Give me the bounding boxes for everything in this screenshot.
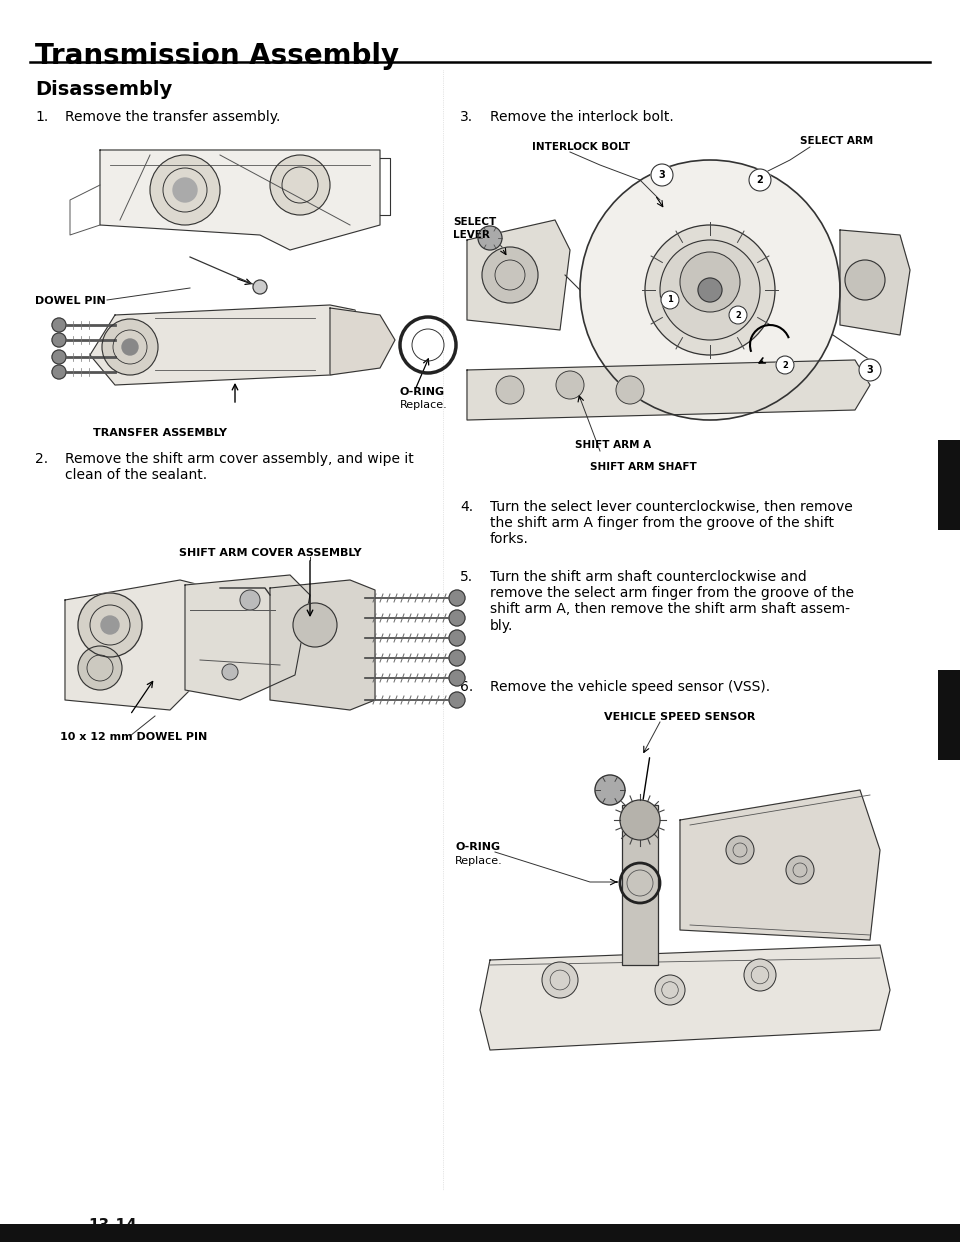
Circle shape bbox=[749, 169, 771, 191]
Text: Turn the select lever counterclockwise, then remove
the shift arm A finger from : Turn the select lever counterclockwise, … bbox=[490, 501, 852, 546]
Circle shape bbox=[78, 592, 142, 657]
Circle shape bbox=[556, 371, 584, 399]
Text: SHIFT ARM COVER ASSEMBLY: SHIFT ARM COVER ASSEMBLY bbox=[179, 548, 361, 558]
Polygon shape bbox=[65, 580, 220, 710]
Text: 5.: 5. bbox=[460, 570, 473, 584]
Text: www.emanualpro.com: www.emanualpro.com bbox=[8, 1226, 108, 1235]
Circle shape bbox=[776, 356, 794, 374]
Circle shape bbox=[580, 160, 840, 420]
Text: 10 x 12 mm DOWEL PIN: 10 x 12 mm DOWEL PIN bbox=[60, 732, 207, 741]
Polygon shape bbox=[467, 360, 870, 420]
Text: 1.: 1. bbox=[35, 111, 48, 124]
Text: 2: 2 bbox=[756, 175, 763, 185]
Circle shape bbox=[293, 604, 337, 647]
Text: INTERLOCK BOLT: INTERLOCK BOLT bbox=[532, 142, 630, 152]
Circle shape bbox=[680, 252, 740, 312]
Circle shape bbox=[729, 306, 747, 324]
Text: O-RING: O-RING bbox=[455, 842, 500, 852]
Polygon shape bbox=[840, 230, 910, 335]
Text: Remove the interlock bolt.: Remove the interlock bolt. bbox=[490, 111, 674, 124]
Text: TRANSFER ASSEMBLY: TRANSFER ASSEMBLY bbox=[93, 428, 227, 438]
Circle shape bbox=[449, 590, 465, 606]
Text: 2.: 2. bbox=[35, 452, 48, 466]
Circle shape bbox=[449, 692, 465, 708]
Circle shape bbox=[78, 646, 122, 691]
Text: Disassembly: Disassembly bbox=[35, 79, 172, 99]
Text: 6.: 6. bbox=[460, 681, 473, 694]
Circle shape bbox=[651, 164, 673, 186]
Circle shape bbox=[542, 963, 578, 999]
Text: SELECT ARM: SELECT ARM bbox=[800, 137, 874, 147]
Text: O-RING: O-RING bbox=[400, 388, 445, 397]
Circle shape bbox=[698, 278, 722, 302]
Circle shape bbox=[122, 339, 138, 355]
Text: Transmission Assembly: Transmission Assembly bbox=[35, 42, 399, 70]
Polygon shape bbox=[100, 150, 380, 250]
Text: Replace.: Replace. bbox=[400, 400, 447, 410]
Text: 2: 2 bbox=[782, 360, 788, 370]
Circle shape bbox=[786, 856, 814, 884]
Circle shape bbox=[52, 333, 66, 347]
Polygon shape bbox=[185, 575, 310, 700]
Circle shape bbox=[222, 664, 238, 681]
Bar bbox=[938, 669, 960, 760]
Circle shape bbox=[660, 240, 760, 340]
Circle shape bbox=[496, 376, 524, 404]
Circle shape bbox=[661, 291, 679, 309]
Text: DOWEL PIN: DOWEL PIN bbox=[35, 296, 106, 306]
Text: 3: 3 bbox=[867, 365, 874, 375]
Circle shape bbox=[449, 610, 465, 626]
Text: VEHICLE SPEED SENSOR: VEHICLE SPEED SENSOR bbox=[604, 712, 756, 722]
Circle shape bbox=[726, 836, 754, 864]
Circle shape bbox=[449, 630, 465, 646]
Text: 1: 1 bbox=[667, 296, 673, 304]
Circle shape bbox=[449, 650, 465, 666]
Text: 3.: 3. bbox=[460, 111, 473, 124]
Text: 4.: 4. bbox=[460, 501, 473, 514]
Polygon shape bbox=[270, 580, 375, 710]
Bar bbox=[622, 805, 658, 965]
Circle shape bbox=[270, 155, 330, 215]
Text: 2: 2 bbox=[735, 310, 741, 319]
Circle shape bbox=[645, 225, 775, 355]
Circle shape bbox=[744, 959, 776, 991]
Text: Remove the vehicle speed sensor (VSS).: Remove the vehicle speed sensor (VSS). bbox=[490, 681, 770, 694]
Circle shape bbox=[52, 365, 66, 379]
Text: SHIFT ARM A: SHIFT ARM A bbox=[575, 440, 651, 450]
Circle shape bbox=[620, 800, 660, 840]
Circle shape bbox=[52, 318, 66, 332]
Text: 13-14: 13-14 bbox=[88, 1218, 136, 1233]
Circle shape bbox=[253, 279, 267, 294]
Text: Replace.: Replace. bbox=[455, 856, 503, 866]
Circle shape bbox=[478, 226, 502, 250]
Polygon shape bbox=[467, 220, 570, 330]
Circle shape bbox=[101, 616, 119, 633]
Text: 3: 3 bbox=[659, 170, 665, 180]
Text: LEVER: LEVER bbox=[453, 230, 490, 240]
Text: SELECT: SELECT bbox=[453, 217, 496, 227]
Circle shape bbox=[859, 359, 881, 381]
Circle shape bbox=[482, 247, 538, 303]
Circle shape bbox=[595, 775, 625, 805]
Text: Turn the shift arm shaft counterclockwise and
remove the select arm finger from : Turn the shift arm shaft counterclockwis… bbox=[490, 570, 854, 632]
Circle shape bbox=[150, 155, 220, 225]
Circle shape bbox=[173, 178, 197, 202]
Circle shape bbox=[845, 260, 885, 301]
Circle shape bbox=[655, 975, 685, 1005]
Polygon shape bbox=[480, 945, 890, 1049]
Text: Remove the shift arm cover assembly, and wipe it
clean of the sealant.: Remove the shift arm cover assembly, and… bbox=[65, 452, 414, 482]
Text: SHIFT ARM SHAFT: SHIFT ARM SHAFT bbox=[590, 462, 697, 472]
Polygon shape bbox=[680, 790, 880, 940]
Text: Remove the transfer assembly.: Remove the transfer assembly. bbox=[65, 111, 280, 124]
Circle shape bbox=[52, 350, 66, 364]
Text: carmanualsonline.info: carmanualsonline.info bbox=[852, 1228, 952, 1237]
Circle shape bbox=[616, 376, 644, 404]
Circle shape bbox=[449, 669, 465, 686]
Polygon shape bbox=[330, 308, 395, 375]
Bar bbox=[938, 440, 960, 530]
Circle shape bbox=[102, 319, 158, 375]
Circle shape bbox=[240, 590, 260, 610]
Polygon shape bbox=[90, 306, 365, 385]
Bar bbox=[0, 1225, 960, 1242]
